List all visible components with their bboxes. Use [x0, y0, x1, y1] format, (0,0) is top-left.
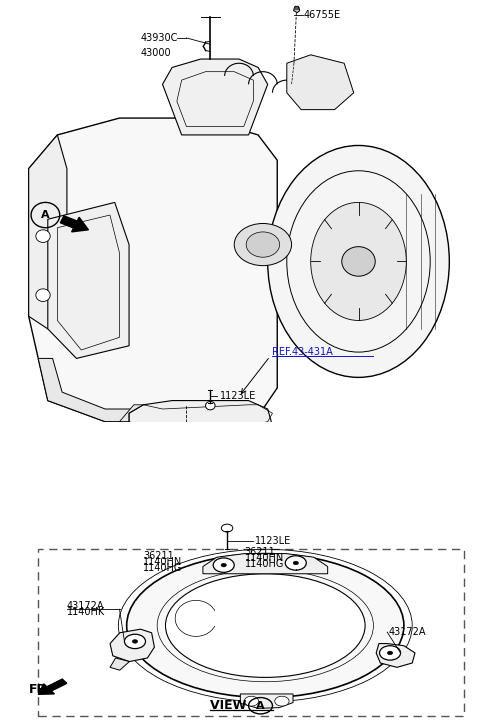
Ellipse shape	[127, 554, 404, 698]
Ellipse shape	[246, 232, 280, 257]
Polygon shape	[110, 658, 130, 670]
Ellipse shape	[268, 145, 449, 377]
Circle shape	[387, 651, 393, 655]
Text: 36211: 36211	[245, 547, 275, 557]
Text: 1140HN: 1140HN	[143, 557, 183, 567]
Circle shape	[380, 646, 401, 660]
Text: A: A	[256, 701, 265, 711]
Circle shape	[285, 555, 306, 570]
Text: REF.43-431A: REF.43-431A	[272, 347, 333, 357]
Text: 36211: 36211	[143, 551, 174, 561]
Ellipse shape	[311, 202, 406, 321]
Circle shape	[206, 401, 215, 410]
Circle shape	[152, 406, 163, 416]
Circle shape	[230, 427, 248, 442]
Text: 1140HG: 1140HG	[143, 563, 183, 573]
Circle shape	[275, 696, 289, 706]
Text: VIEW: VIEW	[210, 699, 251, 712]
Bar	[38, 549, 464, 715]
Circle shape	[36, 230, 50, 243]
Ellipse shape	[234, 223, 292, 265]
Circle shape	[244, 696, 259, 706]
Text: 1140HN: 1140HN	[245, 553, 284, 563]
Polygon shape	[203, 554, 327, 574]
Text: A: A	[41, 210, 50, 220]
Polygon shape	[38, 358, 263, 422]
Polygon shape	[48, 202, 129, 358]
Polygon shape	[29, 135, 67, 329]
Text: 43930C: 43930C	[141, 33, 178, 43]
Text: 1123LE: 1123LE	[220, 391, 256, 401]
Circle shape	[293, 561, 298, 565]
Circle shape	[195, 406, 206, 416]
Polygon shape	[163, 59, 268, 135]
FancyArrow shape	[38, 679, 67, 694]
Polygon shape	[120, 405, 239, 422]
Polygon shape	[29, 118, 277, 422]
Text: 1140HG: 1140HG	[245, 558, 284, 569]
Text: 43000: 43000	[141, 48, 172, 57]
Polygon shape	[129, 401, 272, 455]
Text: 46755E: 46755E	[304, 9, 341, 20]
Circle shape	[36, 289, 50, 302]
Polygon shape	[376, 643, 415, 667]
Circle shape	[342, 246, 375, 276]
Text: 1123LE: 1123LE	[255, 536, 291, 545]
Circle shape	[213, 558, 234, 572]
Text: 43172A: 43172A	[67, 601, 104, 611]
Text: 43172A: 43172A	[388, 627, 425, 637]
FancyArrow shape	[60, 216, 88, 232]
Circle shape	[132, 640, 138, 643]
Polygon shape	[293, 7, 300, 12]
Circle shape	[221, 563, 227, 567]
Polygon shape	[110, 629, 154, 662]
Circle shape	[124, 634, 145, 648]
Text: FR.: FR.	[29, 683, 52, 696]
Circle shape	[144, 427, 162, 442]
Polygon shape	[287, 55, 354, 110]
Ellipse shape	[165, 574, 365, 678]
Text: 1140HK: 1140HK	[67, 607, 105, 616]
Circle shape	[221, 524, 233, 532]
Polygon shape	[240, 694, 293, 708]
